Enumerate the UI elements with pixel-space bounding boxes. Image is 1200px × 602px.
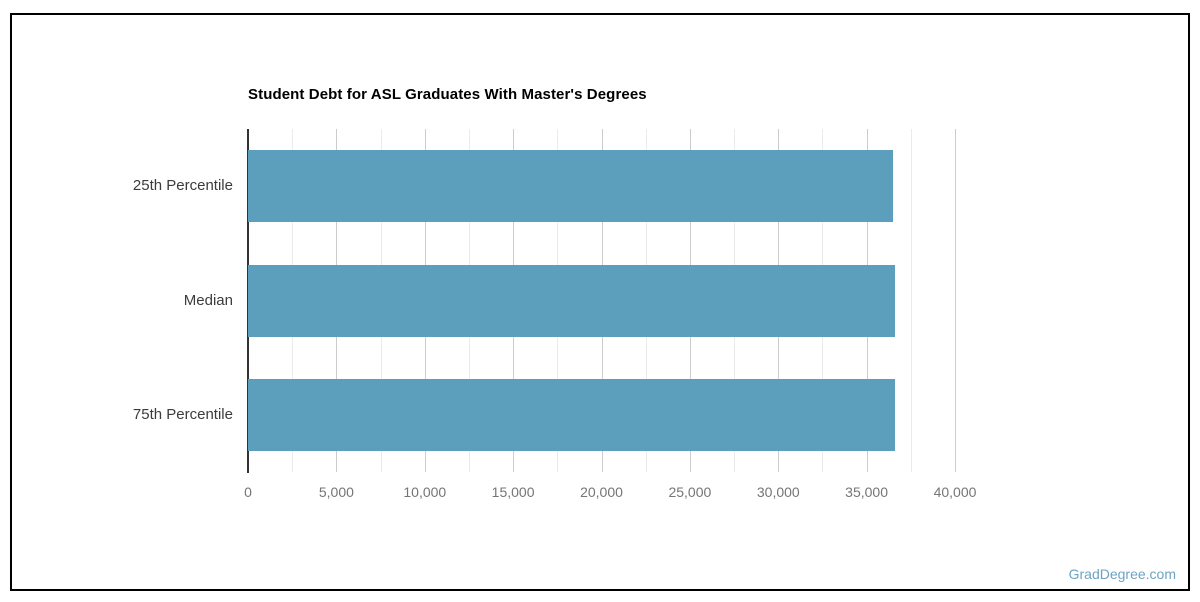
x-tick-label: 10,000 <box>403 484 447 500</box>
x-tick-label: 0 <box>244 484 252 500</box>
chart-title: Student Debt for ASL Graduates With Mast… <box>248 86 647 103</box>
x-tick-label: 30,000 <box>756 484 800 500</box>
category-label: 75th Percentile <box>132 405 233 423</box>
x-tick-label: 5,000 <box>318 484 354 500</box>
major-gridline <box>955 129 956 472</box>
minor-gridline <box>910 129 912 472</box>
chart-border: Student Debt for ASL Graduates With Mast… <box>10 13 1190 591</box>
bar-median[interactable] <box>248 264 895 337</box>
x-tick-label: 15,000 <box>491 484 535 500</box>
x-tick-label: 20,000 <box>580 484 623 500</box>
bar-75th-percentile[interactable] <box>248 378 896 451</box>
x-tick-label: 40,000 <box>933 484 977 500</box>
bar-25th-percentile[interactable] <box>248 150 894 223</box>
watermark-link[interactable]: GradDegree.com <box>1068 566 1176 582</box>
x-tick-label: 35,000 <box>845 484 888 500</box>
category-label: Median <box>183 291 233 309</box>
category-label: 25th Percentile <box>132 177 233 195</box>
x-tick-label: 25,000 <box>668 484 712 500</box>
